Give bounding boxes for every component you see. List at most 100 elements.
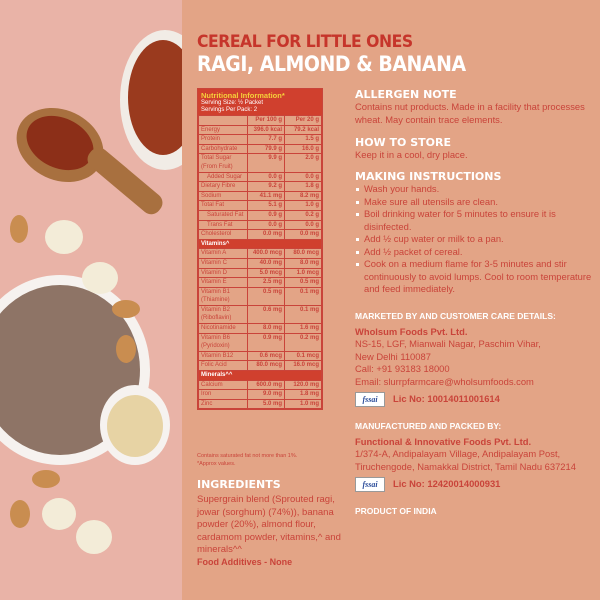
nutrient-name: Vitamin C: [198, 257, 248, 269]
nutrient-value: 2.5 mg: [247, 277, 285, 288]
serving-size: Serving Size: ½ Packet: [201, 100, 264, 106]
nutrient-value: 9.9 g: [247, 153, 285, 173]
nutrition-row: Zinc 5.0 mg 1.0 mg: [198, 398, 322, 410]
nutrient-value: 0.5 mg: [247, 286, 285, 306]
product-origin: PRODUCT OF INDIA: [355, 506, 437, 516]
nutrient-value: 0.2 g: [284, 209, 322, 221]
nutrition-row: Iron 9.0 mg 1.8 mg: [198, 389, 322, 400]
nutrition-row: Vitamin E 2.5 mg 0.5 mg: [198, 277, 322, 288]
instruction-step: Add ½ packet of cereal.: [355, 246, 595, 259]
marketer-email: Email: slurrpfarmcare@wholsumfoods.com: [355, 375, 534, 387]
instruction-step: Make sure all utensils are clean.: [355, 196, 595, 209]
manufactured-section: MANUFACTURED AND PACKED BY: Functional &…: [355, 420, 595, 492]
fssai-logo: fssai: [355, 477, 385, 492]
nutrient-name: Vitamin D: [198, 267, 248, 279]
nutrient-value: 0.6 mcg: [247, 350, 285, 362]
nutrient-value: 79.2 kcal: [284, 124, 322, 136]
nutrition-row: Folic Acid 80.0 mcg 16.0 mcg: [198, 360, 322, 372]
nutrient-value: 2.0 g: [284, 153, 322, 173]
nutrient-value: 8.0 mg: [284, 257, 322, 269]
manufacturer-address1: 1/374-A, Andipalayam Village, Andipalaya…: [355, 448, 561, 459]
nutrition-table: Nutritional Information* Serving Size: ½…: [197, 88, 323, 411]
nutrient-value: 1.6 mg: [284, 323, 322, 334]
nutrient-value: 40.0 mg: [247, 257, 285, 269]
nutrient-name: Iron: [198, 389, 248, 400]
nutrient-value: 9.0 mg: [247, 389, 285, 400]
instruction-step: Cook on a medium flame for 3-5 minutes a…: [355, 258, 595, 296]
nutrient-value: 0.0 g: [284, 171, 322, 183]
nutrient-value: 0.1 mg: [284, 286, 322, 306]
nutrient-name: Vitamin A: [198, 248, 248, 259]
nutrient-name: Sodium: [198, 190, 248, 202]
nutrient-value: 8.2 mg: [284, 190, 322, 202]
store-heading: HOW TO STORE: [355, 136, 451, 149]
nutrient-name: Folic Acid: [198, 360, 248, 372]
nutrient-value: 0.0 mg: [284, 229, 322, 240]
nutrition-row: Carbohydrate 79.9 g 16.0 g: [198, 143, 322, 155]
nutrient-name: Saturated Fat: [198, 209, 248, 221]
nutrition-row: Dietary Fibre 9.2 g 1.8 g: [198, 181, 322, 192]
ingredients-heading: INGREDIENTS: [197, 478, 281, 491]
nutrient-name: Vitamin B6 (Pyridoxin): [198, 332, 248, 352]
marketer-address2: New Delhi 110087: [355, 350, 431, 362]
nutrient-value: 9.2 g: [247, 181, 285, 192]
nutrient-name: Carbohydrate: [198, 143, 248, 155]
marketer-phone: Call: +91 93183 18000: [355, 363, 450, 374]
marketed-section: MARKETED BY AND CUSTOMER CARE DETAILS: W…: [355, 310, 595, 407]
nutrition-row: Sodium 41.1 mg 8.2 mg: [198, 190, 322, 202]
nutrient-name: Vitamin B12: [198, 350, 248, 362]
nutrient-value: 16.0 mcg: [284, 360, 322, 372]
nutrition-column-header: Per 100 g Per 20 g: [198, 115, 322, 126]
nutrition-row: Vitamin C 40.0 mg 8.0 mg: [198, 257, 322, 269]
nutrient-name: Calcium: [198, 379, 248, 391]
store-text: Keep it in a cool, dry place.: [355, 149, 468, 160]
nutrient-name: Total Sugar (From Fruit): [198, 153, 248, 173]
nutrition-header: Nutritional Information* Serving Size: ½…: [198, 89, 322, 115]
nutrition-row: Total Fat 5.1 g 1.0 g: [198, 200, 322, 211]
nutrient-value: 0.1 mg: [284, 304, 322, 325]
nutrient-value: 5.0 mg: [247, 398, 285, 410]
nutrient-name: Cholesterol: [198, 229, 248, 240]
column-header: Per 100 g: [247, 115, 285, 126]
nutrient-name: Zinc: [198, 398, 248, 410]
note-saturated-fat: Contains saturated fat not more than 1%.: [197, 453, 298, 459]
nutrition-row: Vitamin D 5.0 mcg 1.0 mcg: [198, 267, 322, 279]
marketer-license: Lic No: 10014011001614: [393, 392, 500, 404]
nutrient-name: Trans Fat: [198, 219, 248, 231]
nutrient-name: Total Fat: [198, 200, 248, 211]
nutrition-section-row: Vitamins^: [198, 238, 322, 250]
nutrient-value: 1.0 mg: [284, 398, 322, 410]
marketed-heading: MARKETED BY AND CUSTOMER CARE DETAILS:: [355, 311, 556, 321]
nutrition-row: Calcium 600.0 mg 120.0 mg: [198, 379, 322, 391]
nutrition-row: Energy 396.0 kcal 79.2 kcal: [198, 124, 322, 136]
section-label: Vitamins^: [198, 238, 322, 250]
nutrition-row: Vitamin A 400.0 mcg 80.0 mcg: [198, 248, 322, 259]
servings-per-pack: Servings Per Pack: 2: [201, 106, 258, 113]
nutrition-row: Total Sugar (From Fruit) 9.9 g 2.0 g: [198, 153, 322, 173]
manufactured-heading: MANUFACTURED AND PACKED BY:: [355, 421, 502, 431]
nutrient-name: Nicotinamide: [198, 323, 248, 334]
marketer-name: Wholsum Foods Pvt. Ltd.: [355, 325, 468, 337]
nutrient-value: 8.0 mg: [247, 323, 285, 334]
nutrition-heading: Nutritional Information*: [201, 91, 285, 100]
nutrient-value: 0.9 mg: [247, 332, 285, 352]
manufacturer-address2: Tiruchengode, Namakkal District, Tamil N…: [355, 460, 576, 472]
nutrient-value: 0.6 mg: [247, 304, 285, 325]
instructions-heading: MAKING INSTRUCTIONS: [355, 170, 502, 183]
nutrition-row: Vitamin B2 (Riboflavin) 0.6 mg 0.1 mg: [198, 304, 322, 325]
nutrient-value: 80.0 mcg: [247, 360, 285, 372]
nutrition-row: Vitamin B12 0.6 mcg 0.1 mcg: [198, 350, 322, 362]
instruction-step: Add ½ cup water or milk to a pan.: [355, 233, 595, 246]
nutrient-value: 0.0 g: [284, 219, 322, 231]
nutrition-row: Protein 7.7 g 1.5 g: [198, 134, 322, 145]
nutrient-value: 79.9 g: [247, 143, 285, 155]
store-section: HOW TO STORE Keep it in a cool, dry plac…: [355, 136, 595, 162]
nutrient-value: 1.5 g: [284, 134, 322, 145]
nutrient-name: Vitamin E: [198, 277, 248, 288]
nutrient-value: 1.8 mg: [284, 389, 322, 400]
nutrient-value: 0.2 mg: [284, 332, 322, 352]
allergen-heading: ALLERGEN NOTE: [355, 88, 457, 101]
nutrient-name: Vitamin B2 (Riboflavin): [198, 304, 248, 325]
nutrient-value: 396.0 kcal: [247, 124, 285, 136]
nutrition-row: Saturated Fat 0.9 g 0.2 g: [198, 209, 322, 221]
